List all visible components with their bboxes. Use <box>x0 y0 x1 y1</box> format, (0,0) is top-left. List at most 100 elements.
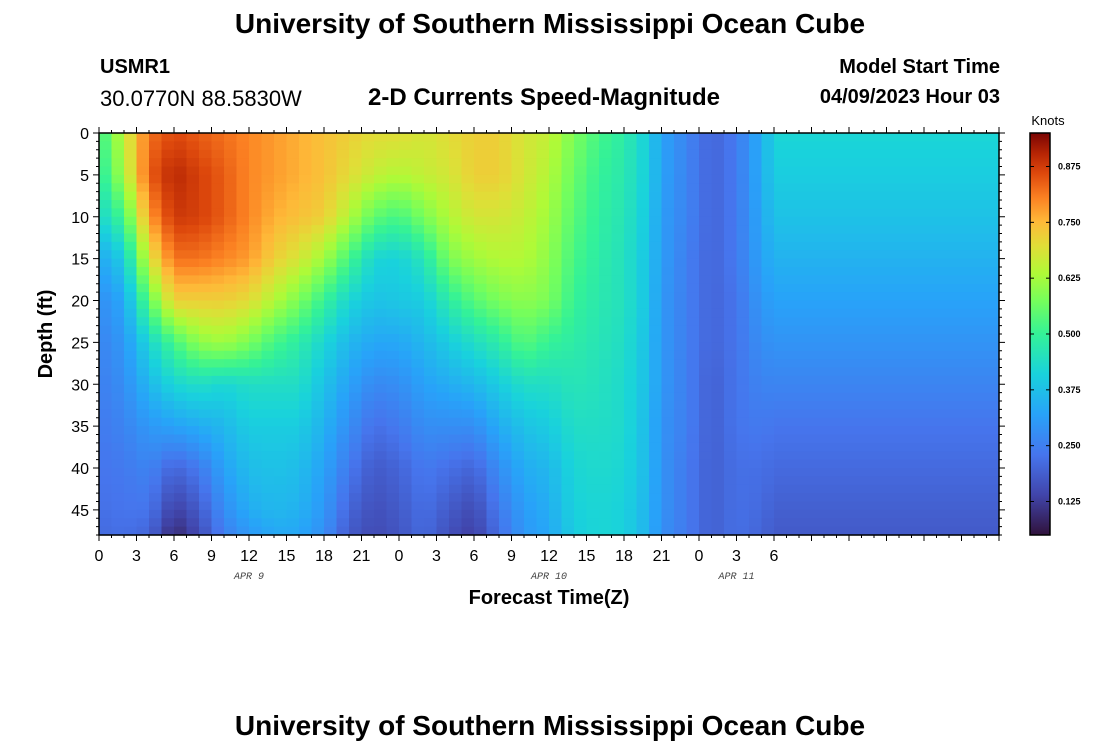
heatmap-cell <box>411 191 425 201</box>
heatmap-cell <box>124 350 138 360</box>
heatmap-cell <box>536 509 550 519</box>
heatmap-cell <box>599 174 613 184</box>
heatmap-cell <box>636 275 650 285</box>
heatmap-cell <box>611 384 625 394</box>
heatmap-cell <box>561 451 575 461</box>
x-tick-label: 3 <box>132 548 141 565</box>
heatmap-cell <box>674 208 688 218</box>
heatmap-cell <box>286 451 300 461</box>
heatmap-cell <box>824 518 838 528</box>
heatmap-cell <box>774 367 788 377</box>
heatmap-cell <box>124 317 138 327</box>
heatmap-cell <box>486 308 500 318</box>
heatmap-cell <box>524 283 538 293</box>
heatmap-cell <box>274 334 288 343</box>
heatmap-cell <box>861 501 875 511</box>
heatmap-cell <box>936 258 950 268</box>
heatmap-cell <box>799 526 813 536</box>
heatmap-cell <box>699 501 713 511</box>
heatmap-cell <box>824 225 838 235</box>
heatmap-cell <box>636 191 650 201</box>
colorbar-tick-label: 0.375 <box>1058 385 1081 395</box>
heatmap-cell <box>836 233 850 243</box>
heatmap-cell <box>486 216 500 226</box>
heatmap-cell <box>624 275 638 285</box>
heatmap-cell <box>924 308 938 318</box>
heatmap-cell <box>674 426 688 436</box>
heatmap-cell <box>149 468 163 477</box>
heatmap-cell <box>774 342 788 352</box>
heatmap-cell <box>636 216 650 226</box>
heatmap-cell <box>386 183 400 193</box>
heatmap-cell <box>561 434 575 444</box>
heatmap-cell <box>561 292 575 302</box>
heatmap-cell <box>336 191 350 201</box>
colorbar-tick-label: 0.750 <box>1058 217 1081 227</box>
heatmap-cell <box>136 300 150 310</box>
heatmap-cell <box>836 367 850 377</box>
heatmap-cell <box>686 250 700 260</box>
heatmap-cell <box>736 250 750 260</box>
heatmap-cell <box>424 283 438 293</box>
heatmap-cell <box>136 509 150 519</box>
heatmap-cell <box>686 459 700 469</box>
heatmap-cell <box>586 208 600 218</box>
heatmap-cell <box>561 267 575 276</box>
heatmap-cell <box>599 359 613 369</box>
heatmap-cell <box>111 468 125 477</box>
heatmap-cell <box>724 166 738 176</box>
heatmap-cell <box>199 501 213 511</box>
heatmap-cell <box>986 325 1000 335</box>
heatmap-cell <box>136 342 150 352</box>
heatmap-cell <box>211 158 225 168</box>
heatmap-cell <box>674 417 688 427</box>
heatmap-cell <box>874 459 888 469</box>
heatmap-cell <box>599 233 613 243</box>
heatmap-cell <box>624 434 638 444</box>
heatmap-cell <box>949 484 963 494</box>
heatmap-cell <box>436 317 450 327</box>
heatmap-cell <box>924 191 938 201</box>
heatmap-cell <box>411 258 425 268</box>
heatmap-cell <box>411 459 425 469</box>
heatmap-cell <box>674 359 688 369</box>
heatmap-cell <box>561 468 575 477</box>
heatmap-cell <box>399 225 413 235</box>
heatmap-cell <box>111 174 125 184</box>
heatmap-cell <box>286 409 300 419</box>
heatmap-cell <box>411 484 425 494</box>
date-label: APR 9 <box>233 572 264 583</box>
heatmap-cell <box>861 526 875 536</box>
heatmap-cell <box>774 384 788 394</box>
heatmap-cell <box>299 359 313 369</box>
heatmap-cell <box>424 258 438 268</box>
heatmap-cell <box>811 426 825 436</box>
heatmap-cell <box>661 484 675 494</box>
heatmap-cell <box>599 392 613 402</box>
heatmap-cell <box>661 149 675 159</box>
heatmap-cell <box>224 367 238 377</box>
heatmap-cell <box>599 241 613 251</box>
heatmap-cell <box>699 417 713 427</box>
heatmap-cell <box>899 191 913 201</box>
heatmap-cell <box>936 267 950 276</box>
heatmap-cell <box>424 191 438 201</box>
heatmap-cell <box>599 350 613 360</box>
heatmap-cell <box>249 350 263 360</box>
heatmap-cell <box>699 317 713 327</box>
heatmap-cell <box>986 308 1000 318</box>
heatmap-cell <box>411 141 425 151</box>
heatmap-cell <box>499 183 513 193</box>
heatmap-cell <box>199 384 213 394</box>
heatmap-cell <box>636 484 650 494</box>
heatmap-cell <box>524 149 538 159</box>
heatmap-cell <box>786 300 800 310</box>
y-tick-label: 5 <box>80 168 89 185</box>
heatmap-cell <box>636 501 650 511</box>
heatmap-cell <box>524 174 538 184</box>
heatmap-cell <box>974 208 988 218</box>
heatmap-cell <box>186 149 200 159</box>
heatmap-cell <box>849 484 863 494</box>
heatmap-cell <box>311 308 325 318</box>
heatmap-cell <box>924 325 938 335</box>
